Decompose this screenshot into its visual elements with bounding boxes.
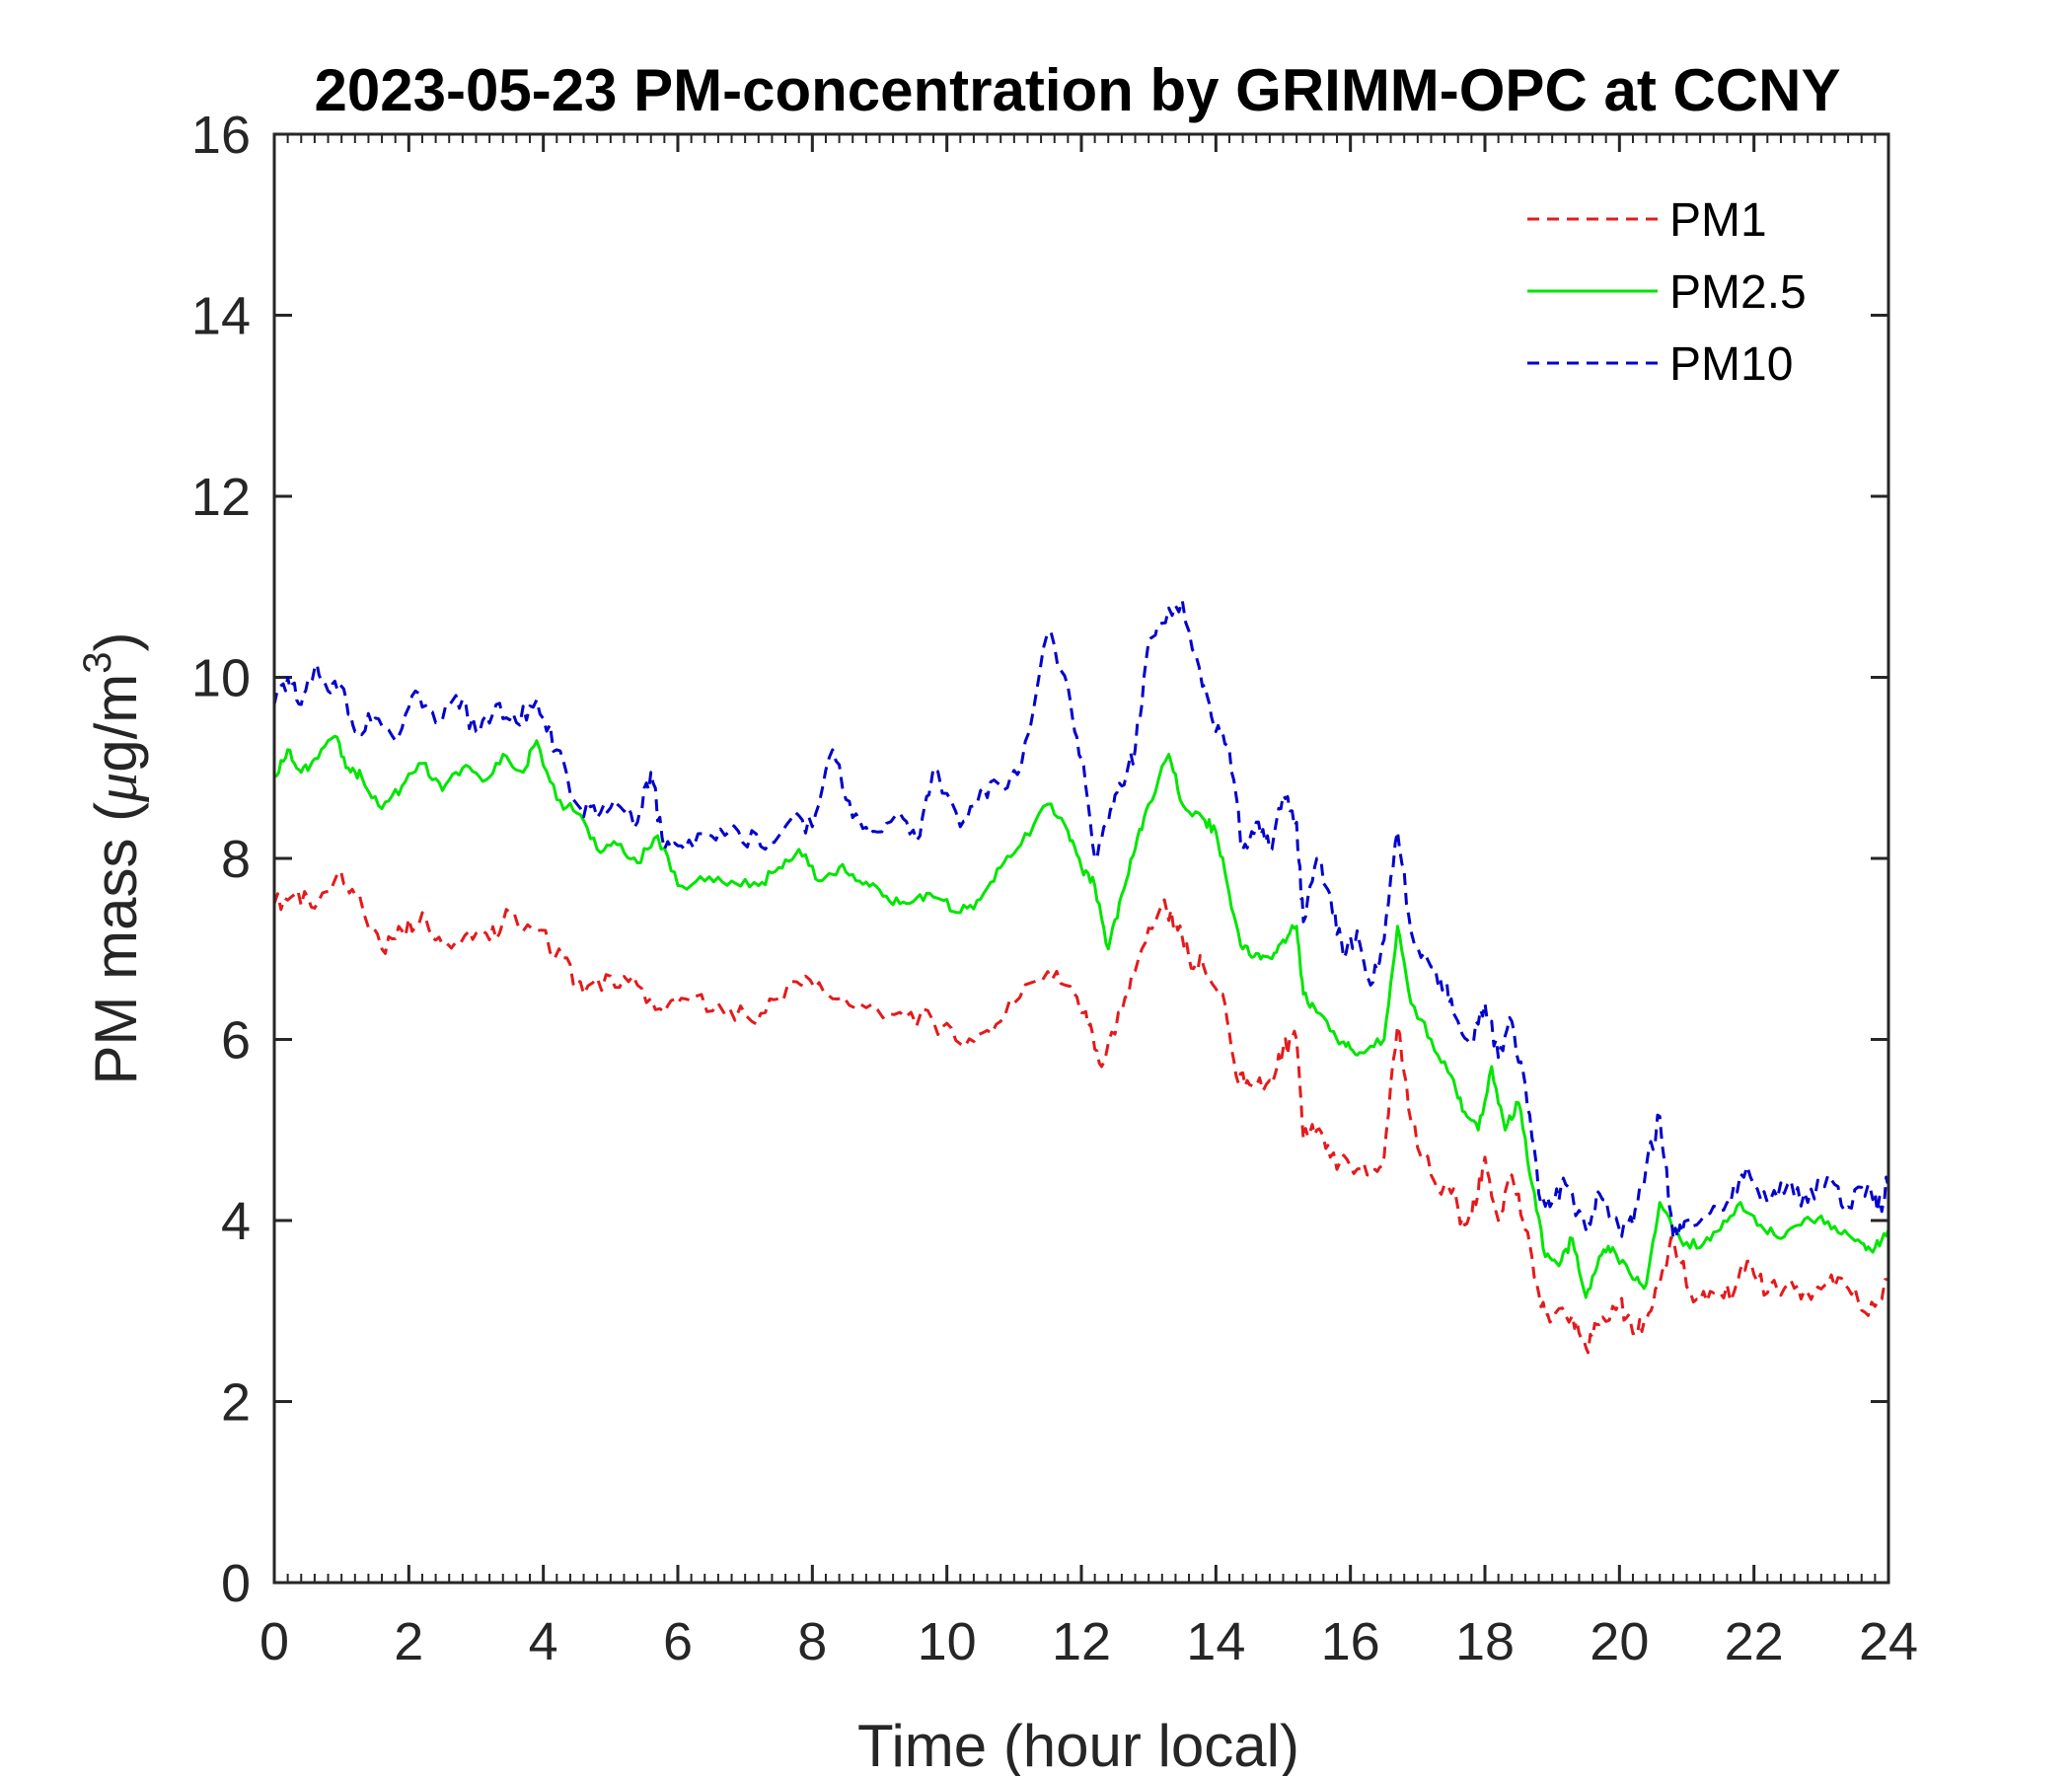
x-tick-label: 4: [529, 1612, 558, 1671]
x-axis-title: Time (hour local): [857, 1713, 1299, 1776]
x-tick-label: 22: [1725, 1612, 1784, 1671]
y-axis-title-sup: 3: [76, 651, 119, 673]
y-axis-title-unit: g/m: [83, 674, 149, 773]
x-tick-label: 24: [1859, 1612, 1918, 1671]
y-tick-label: 6: [221, 1011, 251, 1071]
x-tick-label: 0: [259, 1612, 289, 1671]
x-tick-label-group: 0 2 4 6 8 10 12 14 16 18 20 22 24: [259, 1612, 1918, 1671]
y-tick-label: 8: [221, 830, 251, 889]
x-tick-label: 14: [1186, 1612, 1245, 1671]
y-tick-label: 2: [221, 1373, 251, 1433]
y-axis-title: PM mass (μg/m3): [76, 631, 149, 1084]
chart-title: 2023-05-23 PM-concentration by GRIMM-OPC…: [315, 57, 1841, 123]
series-line-pm1: [272, 869, 1889, 1355]
series-group: [272, 599, 1890, 1355]
x-tick-label: 16: [1321, 1612, 1380, 1671]
legend-label-pm1: PM1: [1669, 194, 1767, 247]
legend-label-pm10: PM10: [1669, 338, 1793, 391]
plot-frame: [272, 132, 1890, 1585]
y-tick-label: 14: [191, 287, 251, 346]
y-tick-label: 0: [221, 1554, 251, 1613]
y-axis-title-mu: μ: [84, 773, 149, 803]
legend: PM1 PM2.5 PM10: [1527, 194, 1807, 391]
legend-label-pm25: PM2.5: [1669, 266, 1807, 319]
x-tick-label: 12: [1052, 1612, 1111, 1671]
x-tick-label: 10: [918, 1612, 977, 1671]
series-line-pm25: [273, 734, 1890, 1299]
y-tick-label-group: 0 2 4 6 8 10 12 14 16: [191, 106, 251, 1613]
y-tick-label: 12: [191, 468, 251, 527]
y-axis-title-main: PM mass (: [83, 802, 149, 1085]
y-tick-label: 16: [191, 106, 251, 165]
x-tick-label: 18: [1455, 1612, 1515, 1671]
x-tick-label: 6: [663, 1612, 693, 1671]
series-line-pm10: [272, 599, 1890, 1240]
y-tick-label: 10: [191, 649, 251, 708]
y-tick-label: 4: [221, 1192, 251, 1251]
x-tick-label: 20: [1590, 1612, 1649, 1671]
plot-area: [274, 134, 1888, 1583]
x-tick-label: 8: [797, 1612, 827, 1671]
x-tick-label: 2: [394, 1612, 423, 1671]
y-axis-title-close: ): [83, 631, 149, 651]
